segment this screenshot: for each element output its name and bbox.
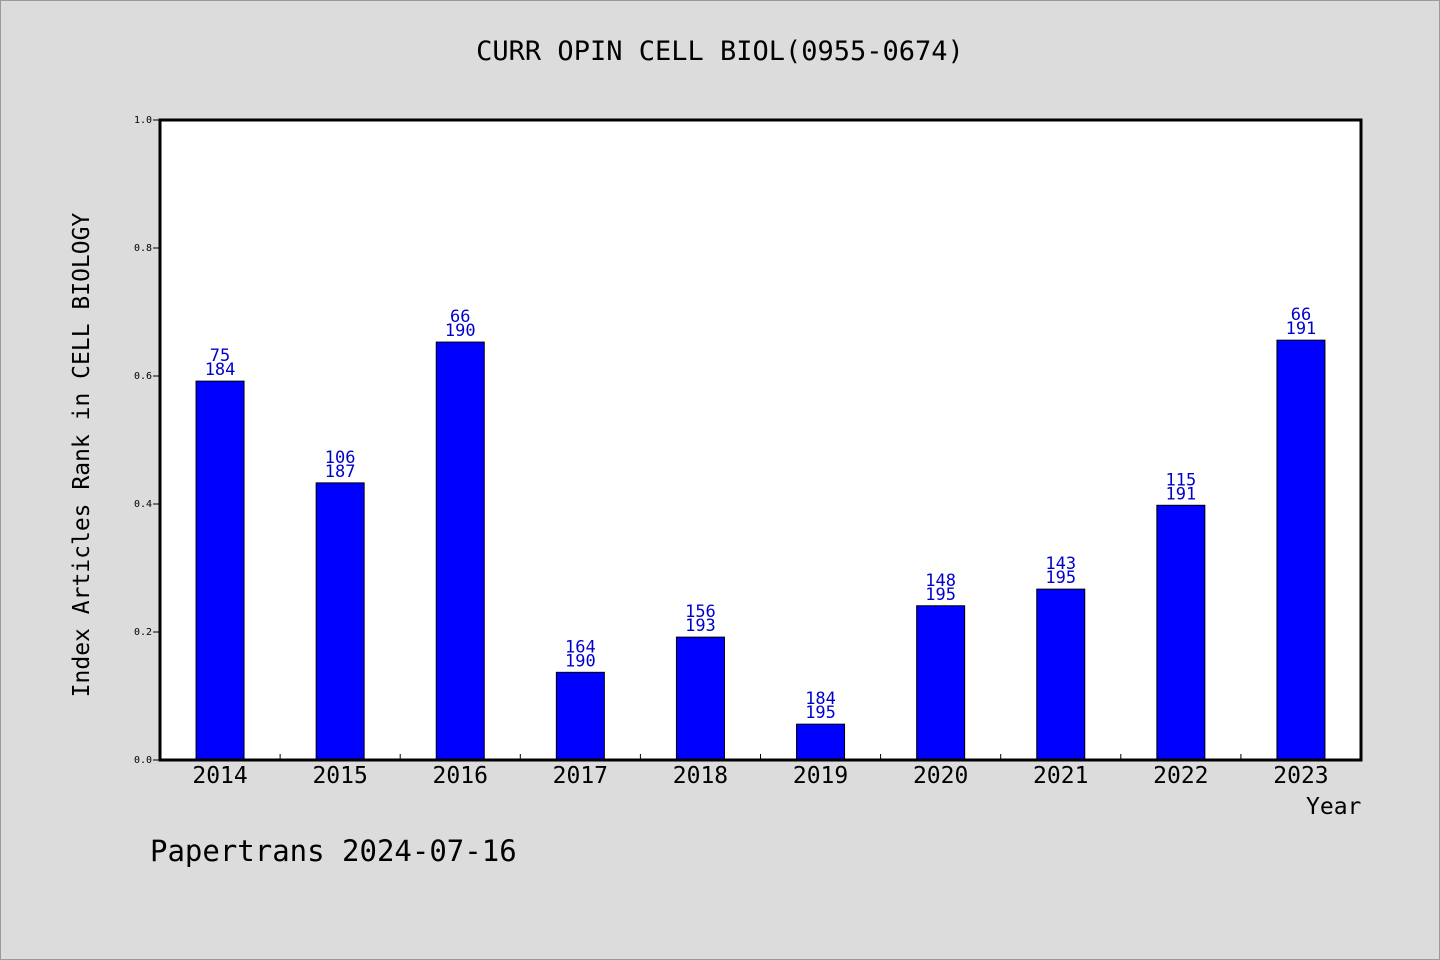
bar <box>555 671 605 761</box>
x-tick-label: 2022 <box>1153 763 1208 789</box>
x-tick-label: 2014 <box>192 763 247 789</box>
bar-total-label: 187 <box>325 462 356 482</box>
y-tick-label: 1.0 <box>134 115 152 126</box>
x-tick-label: 2023 <box>1273 763 1328 789</box>
bar-total-label: 191 <box>1286 319 1317 339</box>
bar-rank-label: 66 <box>450 307 470 327</box>
bar-total-label: 190 <box>445 321 476 341</box>
bar-total-label: 191 <box>1165 484 1196 504</box>
y-tick-label: 0.6 <box>134 371 152 382</box>
bar-rank-label: 156 <box>685 602 716 622</box>
bar <box>1036 588 1086 761</box>
bar-rank-label: 75 <box>210 346 230 366</box>
bar <box>675 636 725 761</box>
bar <box>796 723 846 761</box>
y-tick-label: 0.2 <box>134 627 152 638</box>
x-axis-label: Year <box>1306 794 1362 820</box>
y-tick-label: 0.8 <box>134 243 152 254</box>
x-tick-label: 2019 <box>793 763 848 789</box>
bar-total-label: 193 <box>685 616 716 636</box>
bar-rank-label: 148 <box>925 571 956 591</box>
bar-total-label: 184 <box>205 360 236 380</box>
bar <box>315 482 365 761</box>
x-tick-label: 2018 <box>673 763 728 789</box>
bar-rank-label: 184 <box>805 689 836 709</box>
bar <box>435 341 485 761</box>
x-tick-label: 2020 <box>913 763 968 789</box>
bar-total-label: 195 <box>925 585 956 605</box>
bar-rank-label: 106 <box>325 448 356 468</box>
x-tick-label: 2021 <box>1033 763 1088 789</box>
bar <box>916 605 966 761</box>
plot-border <box>158 118 1363 762</box>
bar-total-label: 195 <box>805 703 836 723</box>
x-tick-label: 2017 <box>553 763 608 789</box>
bar <box>1156 504 1206 761</box>
chart-title: CURR OPIN CELL BIOL(0955-0674) <box>476 36 964 67</box>
bar-total-label: 190 <box>565 651 596 671</box>
bar-rank-label: 115 <box>1165 470 1196 490</box>
y-tick-label: 0.0 <box>134 755 152 766</box>
bar-rank-label: 66 <box>1291 305 1311 325</box>
bar-rank-label: 164 <box>565 637 596 657</box>
bar-total-label: 195 <box>1045 568 1076 588</box>
bar <box>1276 339 1326 761</box>
x-tick-label: 2015 <box>312 763 367 789</box>
x-tick-label: 2016 <box>433 763 488 789</box>
y-tick-label: 0.4 <box>134 499 152 510</box>
watermark-text: Papertrans 2024-07-16 <box>150 834 517 868</box>
bar-rank-label: 143 <box>1045 554 1076 574</box>
bar <box>195 380 245 761</box>
